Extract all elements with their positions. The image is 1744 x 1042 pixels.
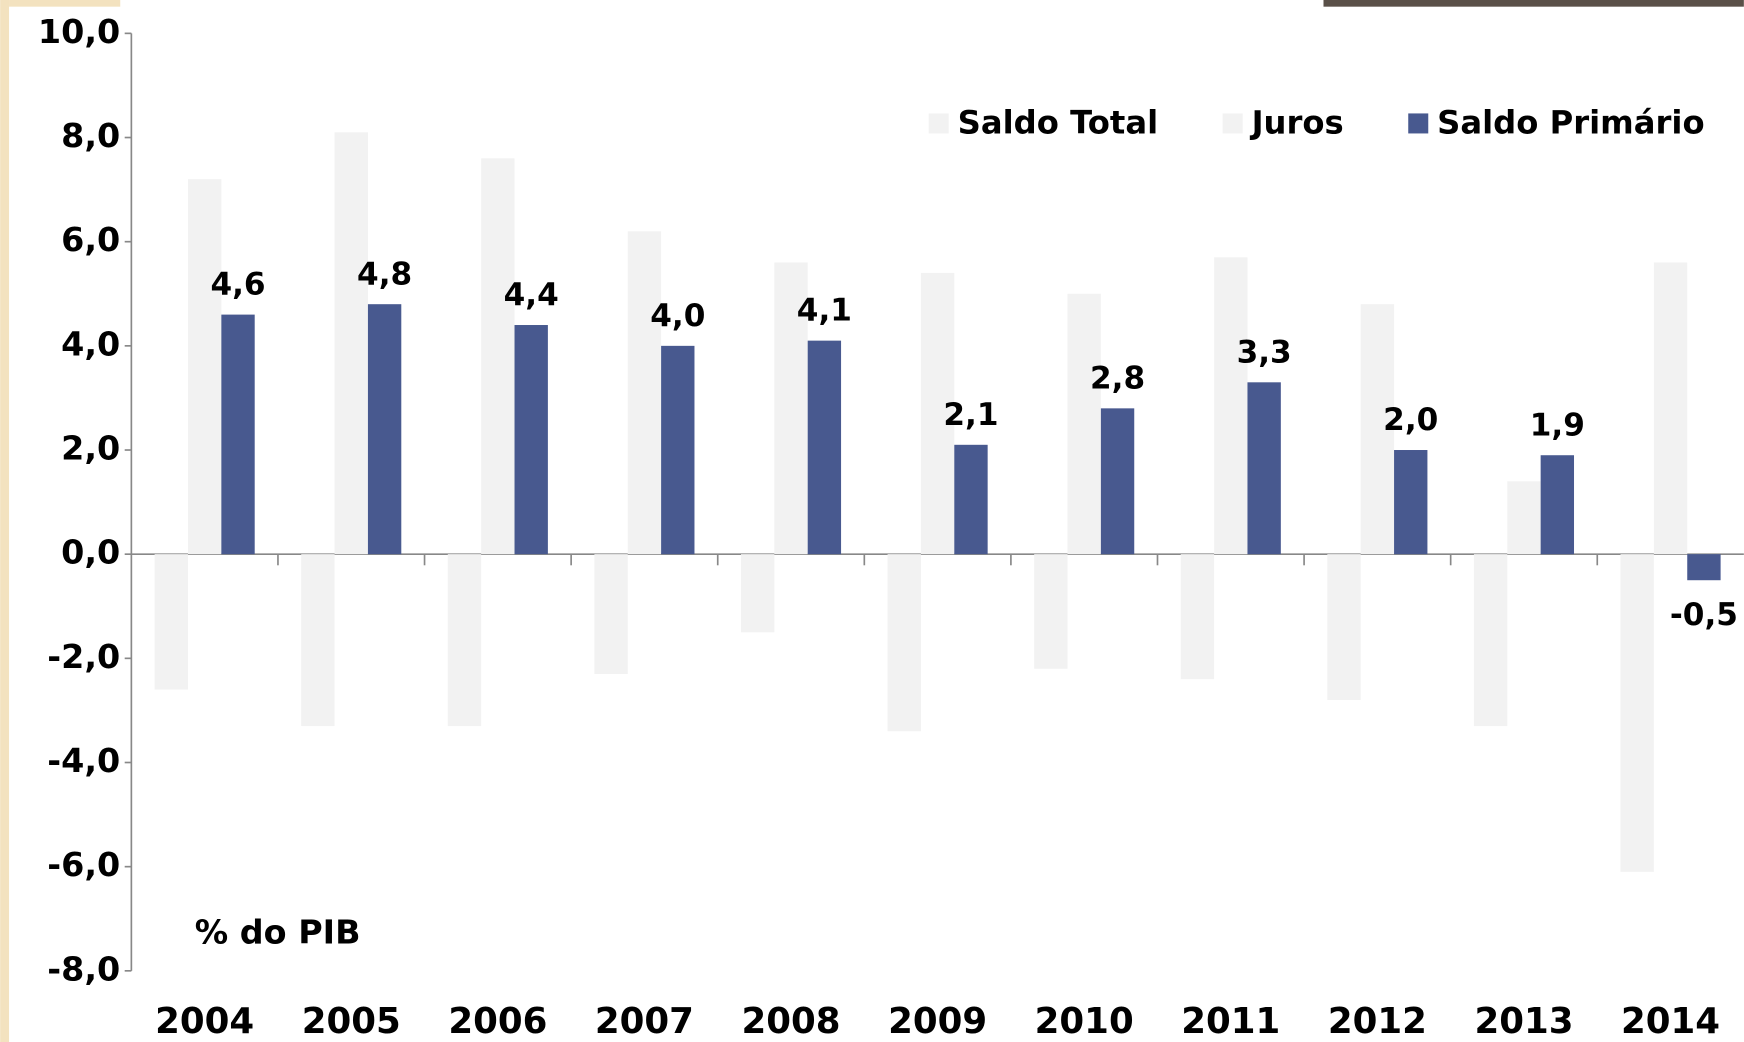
- value-label: 2,8: [1090, 360, 1145, 396]
- bar: [154, 554, 188, 690]
- x-tick-label: 2011: [1181, 1001, 1280, 1042]
- y-tick-label: -2,0: [47, 637, 120, 676]
- value-label: 2,1: [943, 397, 998, 433]
- decor-strip: [0, 0, 10, 1042]
- bar: [887, 554, 921, 732]
- x-tick-label: 2008: [742, 1001, 841, 1042]
- value-label: -0,5: [1670, 597, 1738, 633]
- value-label: 4,4: [504, 277, 559, 313]
- x-tick-label: 2005: [302, 1001, 401, 1042]
- bar: [807, 340, 842, 555]
- bar: [774, 262, 808, 555]
- bar: [1214, 257, 1248, 555]
- bar: [447, 554, 482, 727]
- bar: [1687, 554, 1721, 581]
- y-tick-label: 0,0: [61, 533, 120, 572]
- bar: [1653, 262, 1688, 555]
- y-tick-label: 10,0: [38, 12, 120, 51]
- value-label: 1,9: [1530, 407, 1585, 443]
- bar: [1360, 304, 1395, 555]
- value-label: 4,8: [357, 256, 412, 292]
- bar: [514, 325, 548, 555]
- value-label: 4,0: [650, 298, 705, 334]
- legend-label: Juros: [1250, 104, 1344, 142]
- value-label: 4,6: [210, 267, 265, 303]
- bar: [1247, 382, 1281, 555]
- y-tick-label: -4,0: [47, 741, 120, 780]
- legend-swatch: [1222, 113, 1243, 134]
- bar: [1034, 554, 1068, 669]
- y-tick-label: 6,0: [61, 220, 120, 259]
- bar: [187, 179, 222, 555]
- x-tick-label: 2010: [1035, 1001, 1134, 1042]
- value-label: 2,0: [1383, 402, 1438, 438]
- value-label: 4,1: [797, 293, 852, 329]
- bar: [481, 158, 515, 555]
- x-tick-label: 2014: [1621, 1001, 1720, 1042]
- bar: [1394, 450, 1428, 555]
- legend-label: Saldo Primário: [1437, 104, 1704, 142]
- bar: [301, 554, 335, 727]
- bar: [1473, 554, 1508, 727]
- bar: [740, 554, 775, 633]
- decor-image: [1323, 0, 1744, 7]
- bar: [1620, 554, 1654, 872]
- y-tick-label: -6,0: [47, 845, 120, 884]
- bar: [661, 345, 695, 555]
- legend-label: Saldo Total: [958, 104, 1159, 142]
- bar: [920, 272, 955, 555]
- bar: [1067, 293, 1101, 555]
- bar: [221, 314, 255, 555]
- value-label: 3,3: [1237, 334, 1292, 370]
- bar: [367, 304, 402, 555]
- y-tick-label: 2,0: [61, 429, 120, 468]
- y-tick-label: 8,0: [61, 116, 120, 155]
- y-tick-label: -8,0: [47, 949, 120, 988]
- x-tick-label: 2012: [1328, 1001, 1427, 1042]
- legend-swatch: [928, 113, 949, 134]
- legend-swatch: [1408, 113, 1429, 134]
- x-tick-label: 2013: [1474, 1001, 1573, 1042]
- bar: [1180, 554, 1215, 680]
- decor-strip: [9, 0, 121, 7]
- y-tick-label: 4,0: [61, 324, 120, 363]
- bar: [1100, 408, 1135, 555]
- bar: [954, 444, 988, 555]
- x-tick-label: 2006: [448, 1001, 547, 1042]
- bar: [627, 231, 662, 555]
- annotation: % do PIB: [195, 913, 361, 952]
- x-tick-label: 2009: [888, 1001, 987, 1042]
- bar: [1327, 554, 1361, 701]
- x-tick-label: 2007: [595, 1001, 694, 1042]
- bar: [1540, 455, 1575, 555]
- bar: [334, 132, 368, 555]
- x-tick-label: 2004: [155, 1001, 254, 1042]
- bar: [594, 554, 628, 674]
- bar: [1507, 481, 1541, 555]
